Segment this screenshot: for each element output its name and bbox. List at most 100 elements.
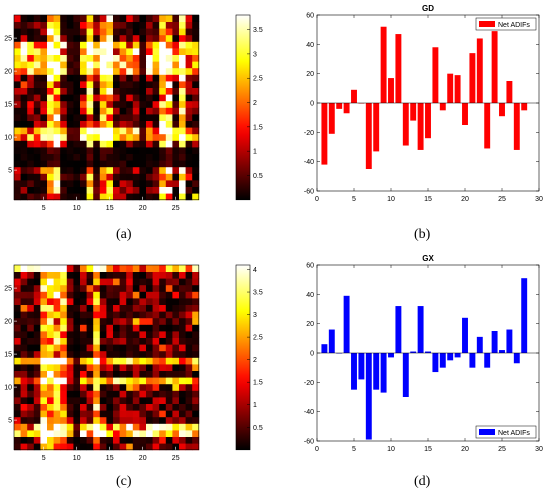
heatmap-cell bbox=[27, 21, 35, 29]
heatmap-cell bbox=[14, 324, 21, 332]
heatmap-cell bbox=[185, 74, 193, 82]
heatmap-cell bbox=[106, 350, 114, 358]
heatmap-cell bbox=[27, 186, 35, 194]
heatmap-cell bbox=[165, 430, 173, 437]
heatmap-cell bbox=[146, 423, 153, 431]
heatmap-cell bbox=[33, 114, 41, 121]
heatmap-cell bbox=[185, 21, 193, 29]
bar bbox=[439, 103, 446, 111]
heatmap-cell bbox=[27, 317, 35, 325]
heatmap-cell bbox=[146, 403, 153, 411]
heatmap-cell bbox=[47, 331, 54, 338]
heatmap-cell bbox=[86, 423, 94, 431]
heatmap-cell bbox=[119, 410, 127, 418]
heatmap-cell bbox=[159, 133, 167, 141]
heatmap-cell bbox=[165, 265, 173, 272]
colorbar-tick-label: 1.5 bbox=[253, 380, 263, 387]
heatmap-cell bbox=[99, 34, 107, 42]
heatmap-cell bbox=[14, 94, 21, 102]
heatmap-cell bbox=[192, 344, 200, 352]
x-tick-label: 0 bbox=[315, 196, 319, 203]
heatmap-cell bbox=[179, 410, 186, 418]
heatmap-cell bbox=[126, 48, 134, 55]
heatmap-cell bbox=[73, 284, 81, 292]
heatmap-cell bbox=[192, 403, 200, 411]
heatmap-cell bbox=[113, 377, 120, 385]
heatmap-cell bbox=[106, 278, 114, 286]
heatmap-cell bbox=[172, 364, 180, 371]
heatmap-cell bbox=[132, 271, 140, 279]
heatmap-cell bbox=[93, 397, 101, 404]
heatmap-cell bbox=[73, 416, 81, 424]
heatmap-cell bbox=[53, 443, 61, 451]
heatmap-cell bbox=[66, 337, 74, 345]
heatmap-cell bbox=[152, 180, 160, 187]
heatmap-cell bbox=[86, 193, 94, 201]
heatmap-cell bbox=[40, 357, 48, 365]
heatmap-cell bbox=[33, 61, 41, 69]
bar bbox=[476, 38, 483, 103]
heatmap-cell bbox=[165, 153, 173, 161]
heatmap-cell bbox=[126, 140, 134, 148]
heatmap-cell bbox=[20, 278, 28, 286]
y-tick-label: -40 bbox=[304, 409, 314, 416]
heatmap-cell bbox=[106, 337, 114, 345]
heatmap-cell bbox=[132, 153, 140, 161]
y-tick-label: 10 bbox=[4, 135, 12, 142]
heatmap-cell bbox=[53, 410, 61, 418]
heatmap-cell bbox=[119, 278, 127, 286]
heatmap-cell bbox=[20, 120, 28, 128]
heatmap-cell bbox=[132, 120, 140, 128]
heatmap-cell bbox=[146, 357, 153, 365]
heatmap-cell bbox=[27, 160, 35, 168]
heatmap-cell bbox=[126, 350, 134, 358]
heatmap-cell bbox=[99, 74, 107, 82]
heatmap-cell bbox=[86, 153, 94, 161]
heatmap-cell bbox=[159, 278, 167, 286]
heatmap-cell bbox=[185, 423, 193, 431]
heatmap-cell bbox=[132, 390, 140, 398]
heatmap-cell bbox=[86, 298, 94, 305]
heatmap-cell bbox=[20, 304, 28, 312]
heatmap-cell bbox=[93, 153, 101, 161]
heatmap-cell bbox=[192, 127, 200, 135]
heatmap-cell bbox=[119, 383, 127, 391]
heatmap-cell bbox=[33, 423, 41, 431]
heatmap-cell bbox=[192, 416, 200, 424]
heatmap-cell bbox=[152, 331, 160, 338]
heatmap-cell bbox=[152, 61, 160, 69]
heatmap-cell bbox=[53, 67, 61, 75]
heatmap-cell bbox=[179, 430, 186, 437]
heatmap-cell bbox=[33, 173, 41, 181]
heatmap-cell bbox=[14, 331, 21, 338]
heatmap-cell bbox=[86, 34, 94, 42]
heatmap-cell bbox=[60, 291, 68, 299]
x-tick-label: 20 bbox=[139, 205, 147, 212]
heatmap-cell bbox=[132, 377, 140, 385]
heatmap-cell bbox=[185, 41, 193, 49]
heatmap-cell bbox=[86, 357, 94, 365]
heatmap-cell bbox=[73, 298, 81, 305]
heatmap-cell bbox=[179, 87, 186, 95]
heatmap-cell bbox=[172, 265, 180, 272]
bar bbox=[321, 344, 328, 353]
heatmap-cell bbox=[139, 186, 147, 194]
heatmap-cell bbox=[179, 61, 186, 69]
heatmap-cell bbox=[185, 67, 193, 75]
heatmap-cell bbox=[99, 48, 107, 55]
heatmap-cell bbox=[146, 324, 153, 332]
heatmap-cell bbox=[185, 430, 193, 437]
heatmap-cell bbox=[165, 147, 173, 154]
heatmap-cell bbox=[60, 278, 68, 286]
heatmap-cell bbox=[179, 173, 186, 181]
heatmap-cell bbox=[159, 344, 167, 352]
heatmap-cell bbox=[152, 153, 160, 161]
heatmap-cell bbox=[73, 344, 81, 352]
heatmap-cell bbox=[47, 153, 54, 161]
heatmap-cell bbox=[119, 324, 127, 332]
heatmap-cell bbox=[20, 160, 28, 168]
heatmap-cell bbox=[47, 140, 54, 148]
heatmap-cell bbox=[106, 390, 114, 398]
heatmap-cell bbox=[146, 311, 153, 319]
heatmap-cell bbox=[53, 21, 61, 29]
